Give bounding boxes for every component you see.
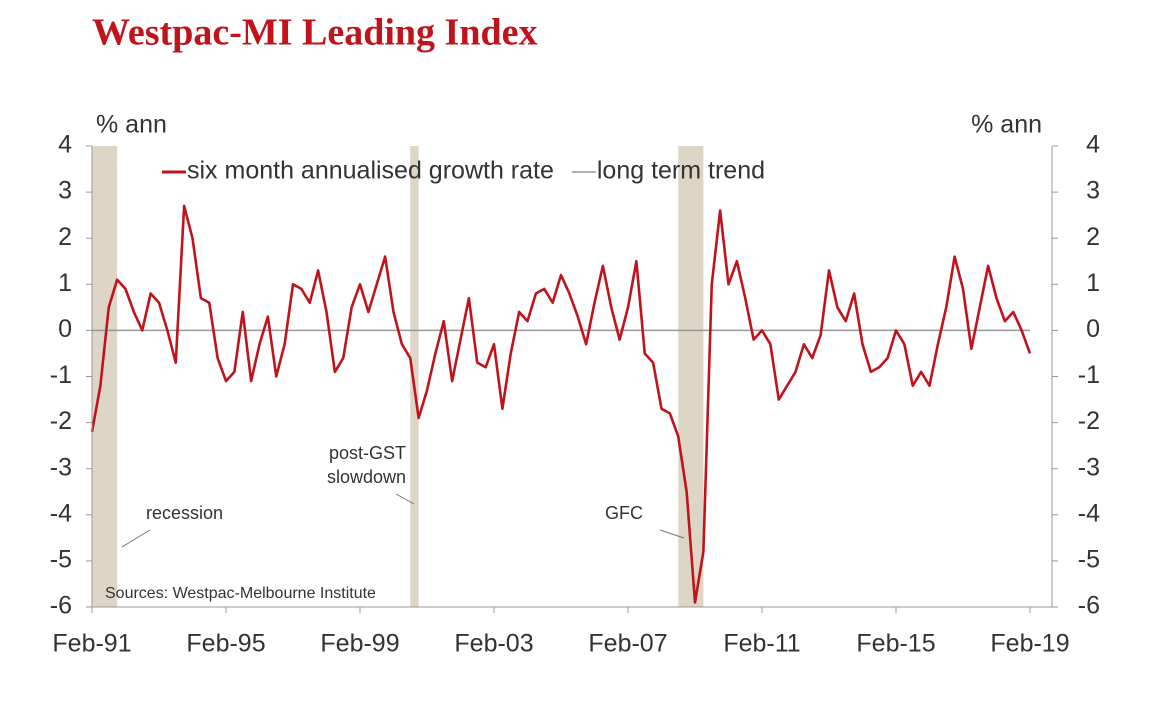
legend-label: six month annualised growth rate <box>187 157 554 185</box>
source: Sources: Westpac-Melbourne Institute <box>105 585 376 602</box>
y-tick-label: -5 <box>50 546 72 574</box>
y2-tick-label: 3 <box>1086 177 1100 205</box>
x-tick-label: Feb-19 <box>990 630 1069 658</box>
y2-tick-label: 0 <box>1086 315 1100 343</box>
annotation: recession <box>146 503 223 523</box>
annotation-pointer <box>659 529 685 539</box>
y2-tick-label: -5 <box>1078 546 1100 574</box>
x-tick-label: Feb-15 <box>856 630 935 658</box>
annotation-pointer <box>395 493 415 505</box>
x-tick-label: Feb-03 <box>454 630 533 658</box>
y2-tick-label: -3 <box>1078 453 1100 481</box>
shaded-regions <box>92 146 704 607</box>
x-tick-label: Feb-11 <box>723 630 800 658</box>
y2-tick-label: -6 <box>1078 592 1100 620</box>
y-tick-label: -1 <box>50 361 72 389</box>
shaded-region <box>92 146 118 607</box>
y2-tick-label: -2 <box>1078 407 1100 435</box>
annotation: post-GST <box>329 443 406 463</box>
y2-tick-label: 2 <box>1086 223 1100 251</box>
shaded-region <box>410 146 419 607</box>
annotation: GFC <box>605 503 643 523</box>
y2-axis-label: % ann <box>971 111 1042 139</box>
x-tick-label: Feb-99 <box>320 630 399 658</box>
y2-tick-label: -1 <box>1078 361 1100 389</box>
y2-tick-label: 4 <box>1086 131 1100 159</box>
y-tick-label: -4 <box>50 499 72 527</box>
y-tick-label: -3 <box>50 453 72 481</box>
y-tick-label: 3 <box>58 177 72 205</box>
y2-tick-label: 1 <box>1086 269 1100 297</box>
y2-tick-label: -4 <box>1078 499 1100 527</box>
y-tick-label: 4 <box>58 131 72 159</box>
series-line <box>90 204 1032 604</box>
legend-label: long term trend <box>597 157 765 185</box>
y-tick-label: 0 <box>58 315 72 343</box>
y-tick-label: 1 <box>58 269 72 297</box>
annotation: slowdown <box>327 467 406 487</box>
x-tick-label: Feb-95 <box>186 630 265 658</box>
y-tick-label: 2 <box>58 223 72 251</box>
x-tick-label: Feb-07 <box>588 630 667 658</box>
chart-title: Westpac-MI Leading Index <box>92 12 537 54</box>
y-tick-label: -2 <box>50 407 72 435</box>
y-tick-label: -6 <box>50 592 72 620</box>
x-tick-label: Feb-91 <box>52 630 131 658</box>
plot <box>90 204 1032 604</box>
y-axis-label: % ann <box>96 111 167 139</box>
annotation-pointer <box>121 529 151 548</box>
